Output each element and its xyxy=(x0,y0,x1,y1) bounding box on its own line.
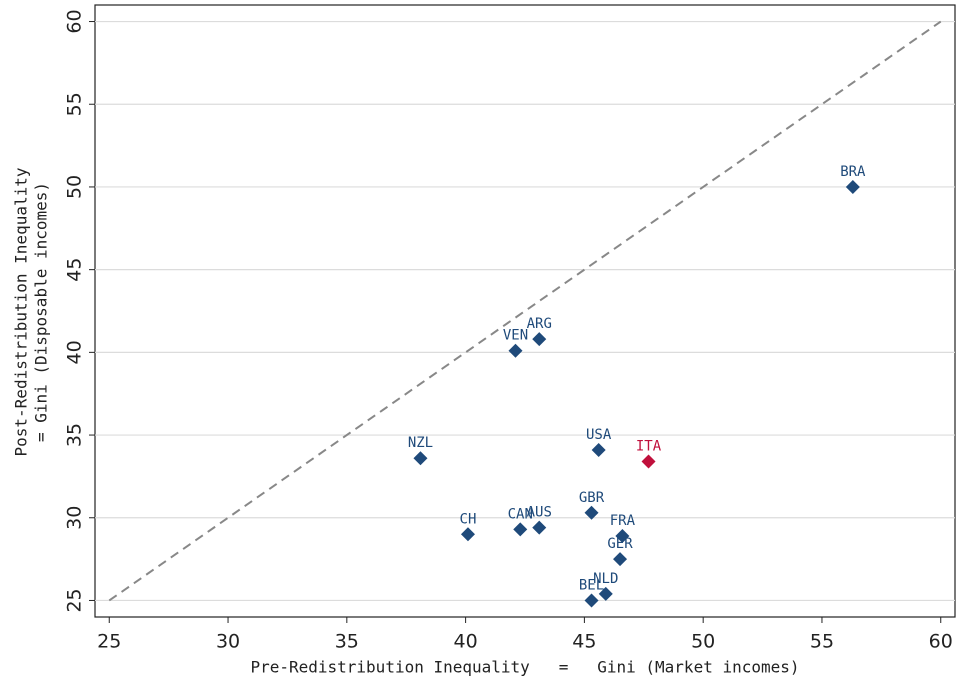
point xyxy=(584,593,599,608)
point-label: NZL xyxy=(408,435,433,451)
point-label: FRA xyxy=(610,513,636,529)
y-tick-label: 25 xyxy=(64,588,86,612)
point xyxy=(460,527,475,542)
point-label: AUS xyxy=(527,505,552,521)
x-tick-label: 50 xyxy=(691,631,715,653)
y-tick-label: 50 xyxy=(64,175,86,199)
point xyxy=(532,332,547,347)
point xyxy=(584,505,599,520)
point xyxy=(532,520,547,535)
point xyxy=(598,586,613,601)
plot-frame xyxy=(94,4,956,618)
y-tick-label: 60 xyxy=(64,9,86,33)
point-label: CH xyxy=(460,511,477,527)
y-tick-label: 55 xyxy=(64,92,86,116)
point xyxy=(513,522,528,537)
y-axis-title-line: Post-Redistribution Inequality xyxy=(12,167,31,456)
y-axis-title-line: = Gini (Disposable incomes) xyxy=(32,182,51,442)
y-tick-label: 35 xyxy=(64,423,86,447)
x-tick-label: 30 xyxy=(216,631,240,653)
y-tick-label: 45 xyxy=(64,258,86,282)
point xyxy=(613,552,628,567)
point-label: NLD xyxy=(593,571,618,587)
x-tick-label: 55 xyxy=(810,631,834,653)
point-label: BRA xyxy=(840,164,866,180)
point-label: GER xyxy=(607,536,633,552)
point xyxy=(508,343,523,358)
x-tick-label: 35 xyxy=(335,631,359,653)
point xyxy=(591,442,606,457)
point-label: ARG xyxy=(527,316,552,332)
point-label: CAN xyxy=(508,506,533,522)
point-label: USA xyxy=(586,427,612,443)
point-label: BEL xyxy=(579,577,604,593)
y-tick-label: 30 xyxy=(64,506,86,530)
point xyxy=(845,179,860,194)
point xyxy=(641,454,656,469)
point-label: GBR xyxy=(579,490,605,506)
point-label: VEN xyxy=(503,328,528,344)
diagonal-line xyxy=(108,20,942,602)
point-label: ITA xyxy=(636,439,662,455)
point xyxy=(413,451,428,466)
x-tick-label: 40 xyxy=(454,631,478,653)
y-axis-title: Post-Redistribution Inequality = Gini (D… xyxy=(12,167,51,456)
point xyxy=(615,528,630,543)
x-tick-label: 45 xyxy=(572,631,596,653)
x-axis-title: Pre-Redistribution Inequality = Gini (Ma… xyxy=(250,658,799,677)
x-tick-label: 25 xyxy=(97,631,121,653)
y-tick-label: 40 xyxy=(64,340,86,364)
x-tick-label: 60 xyxy=(929,631,953,653)
